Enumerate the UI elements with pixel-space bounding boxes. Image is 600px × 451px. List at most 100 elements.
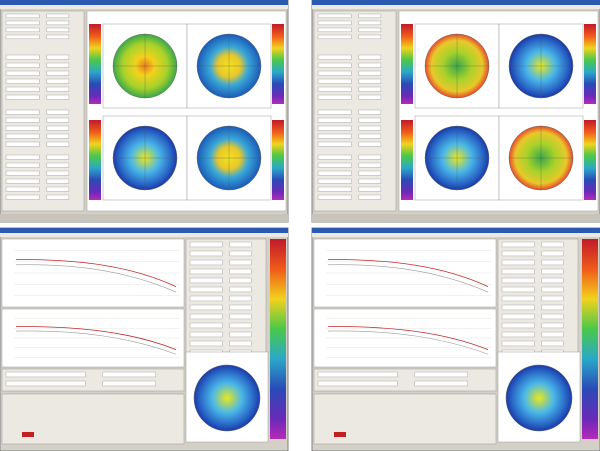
field bbox=[317, 20, 352, 26]
field bbox=[46, 109, 70, 115]
field bbox=[358, 70, 382, 76]
menu-bar bbox=[312, 233, 600, 237]
field bbox=[5, 54, 40, 60]
field bbox=[358, 162, 382, 168]
indicator bbox=[22, 432, 34, 437]
field bbox=[358, 27, 382, 33]
menu-bar bbox=[312, 5, 600, 9]
color-scale bbox=[270, 239, 286, 439]
field bbox=[229, 295, 252, 302]
color-scale bbox=[401, 120, 413, 200]
field bbox=[46, 70, 70, 76]
field bbox=[229, 286, 252, 293]
field bbox=[46, 170, 70, 176]
field bbox=[229, 331, 252, 338]
field bbox=[317, 109, 352, 115]
field bbox=[5, 371, 86, 378]
field bbox=[229, 322, 252, 329]
curve bbox=[15, 330, 177, 355]
window bbox=[311, 0, 600, 223]
field bbox=[317, 380, 398, 387]
field bbox=[189, 241, 223, 248]
field bbox=[46, 117, 70, 123]
field bbox=[317, 194, 352, 200]
field bbox=[189, 331, 223, 338]
field bbox=[189, 304, 223, 311]
field bbox=[317, 70, 352, 76]
field bbox=[5, 78, 40, 84]
field bbox=[358, 54, 382, 60]
curve bbox=[15, 259, 177, 287]
field bbox=[317, 371, 398, 378]
topography-map bbox=[505, 364, 573, 432]
field bbox=[317, 86, 352, 92]
field bbox=[317, 13, 352, 19]
field bbox=[317, 78, 352, 84]
field bbox=[414, 371, 468, 378]
field bbox=[317, 62, 352, 68]
field bbox=[189, 259, 223, 266]
color-scale bbox=[582, 239, 598, 439]
field bbox=[46, 133, 70, 139]
status-bar bbox=[312, 214, 600, 222]
field bbox=[541, 304, 564, 311]
field bbox=[5, 186, 40, 192]
field bbox=[541, 277, 564, 284]
indicator bbox=[334, 432, 346, 437]
field bbox=[358, 13, 382, 19]
field bbox=[5, 162, 40, 168]
curve bbox=[15, 264, 177, 293]
field bbox=[414, 380, 468, 387]
curve bbox=[327, 330, 489, 355]
field bbox=[46, 54, 70, 60]
field bbox=[46, 27, 70, 33]
field bbox=[5, 117, 40, 123]
color-scale bbox=[272, 120, 284, 200]
field bbox=[501, 268, 535, 275]
field bbox=[5, 86, 40, 92]
field bbox=[501, 250, 535, 257]
title-bar bbox=[0, 228, 288, 233]
field bbox=[5, 380, 86, 387]
field bbox=[501, 304, 535, 311]
field bbox=[317, 178, 352, 184]
field bbox=[46, 154, 70, 160]
field bbox=[541, 250, 564, 257]
field bbox=[358, 133, 382, 139]
field bbox=[358, 78, 382, 84]
title-bar bbox=[312, 0, 600, 5]
window bbox=[0, 0, 289, 223]
field bbox=[317, 186, 352, 192]
field bbox=[501, 295, 535, 302]
field bbox=[501, 322, 535, 329]
field bbox=[358, 62, 382, 68]
field bbox=[541, 241, 564, 248]
field bbox=[541, 313, 564, 320]
panel bbox=[497, 238, 579, 368]
field bbox=[189, 268, 223, 275]
field bbox=[358, 125, 382, 131]
field bbox=[317, 94, 352, 100]
field bbox=[5, 13, 40, 19]
title-bar bbox=[0, 0, 288, 5]
field bbox=[46, 194, 70, 200]
field bbox=[229, 277, 252, 284]
field bbox=[46, 94, 70, 100]
field bbox=[229, 304, 252, 311]
field bbox=[46, 20, 70, 26]
field bbox=[46, 178, 70, 184]
field bbox=[5, 20, 40, 26]
field bbox=[229, 340, 252, 347]
field bbox=[189, 277, 223, 284]
field bbox=[5, 194, 40, 200]
field bbox=[501, 340, 535, 347]
field bbox=[358, 194, 382, 200]
field bbox=[358, 141, 382, 147]
field bbox=[358, 109, 382, 115]
field bbox=[5, 34, 40, 40]
field bbox=[358, 178, 382, 184]
field bbox=[5, 125, 40, 131]
title-bar bbox=[312, 228, 600, 233]
field bbox=[46, 62, 70, 68]
